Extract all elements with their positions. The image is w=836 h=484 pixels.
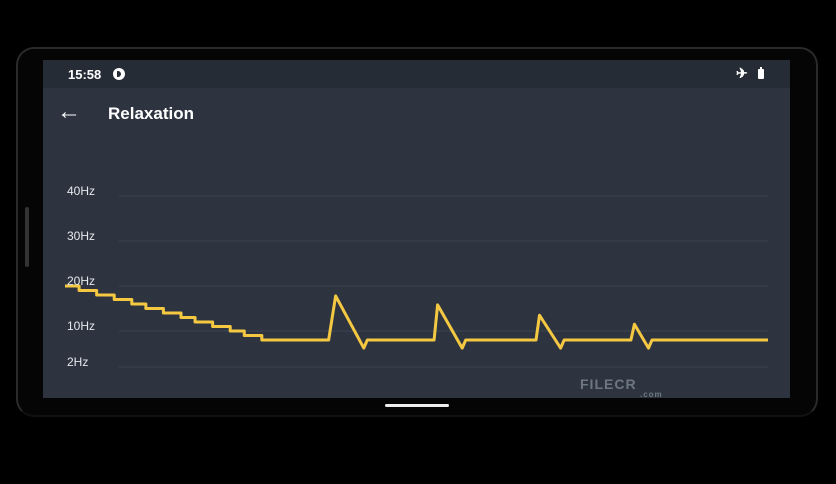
do-not-disturb-icon — [113, 68, 125, 80]
battery-icon — [758, 67, 764, 79]
y-tick-label: 20Hz — [67, 274, 96, 288]
watermark-text: FILECR — [580, 376, 637, 392]
page-title: Relaxation — [108, 104, 194, 123]
home-indicator[interactable] — [385, 404, 449, 407]
status-bar: 15:58 ✈ — [43, 60, 790, 88]
y-tick-label: 30Hz — [67, 229, 96, 243]
frequency-chart — [65, 195, 768, 368]
arrow-left-icon[interactable]: ← — [57, 98, 81, 125]
y-tick-label: 2Hz — [67, 355, 89, 369]
screen: 15:58 ✈ ← Relaxation 40Hz 30Hz 20Hz 10Hz 2Hz — [43, 60, 790, 398]
airplane-mode-icon: ✈ — [736, 65, 748, 81]
y-tick-label: 10Hz — [67, 319, 96, 333]
y-tick-label: 40Hz — [67, 184, 96, 198]
watermark-suffix: .com — [640, 390, 663, 399]
frequency-line — [65, 284, 768, 350]
watermark: FILECR .com — [580, 376, 663, 399]
power-button — [25, 207, 29, 267]
status-time: 15:58 — [68, 67, 102, 82]
